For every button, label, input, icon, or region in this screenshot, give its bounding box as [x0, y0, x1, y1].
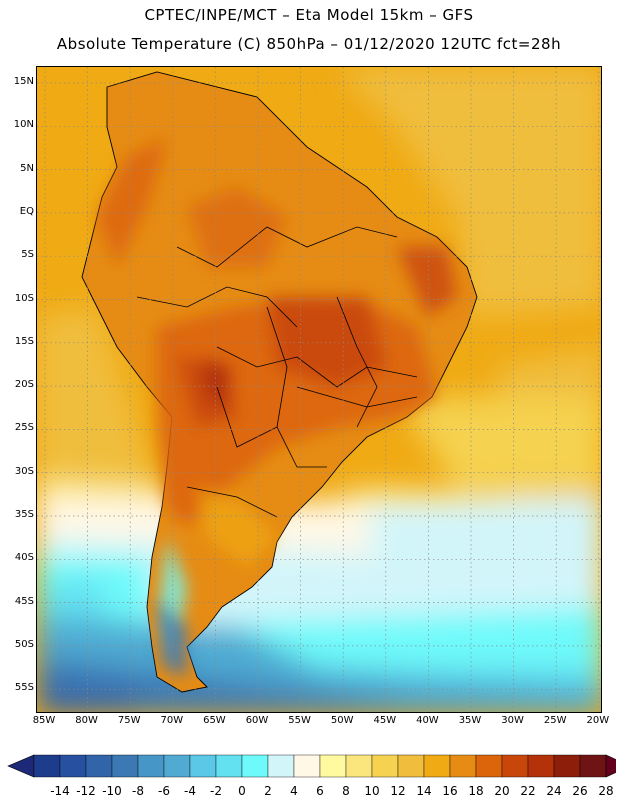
- colorbar-label: 8: [342, 784, 350, 798]
- lon-label: 25W: [543, 715, 567, 726]
- lat-label: 45S: [14, 595, 34, 607]
- lon-label: 65W: [203, 715, 226, 726]
- colorbar-label: -12: [76, 784, 96, 798]
- lon-label: 20W: [586, 715, 610, 726]
- lon-label: 30W: [501, 715, 524, 726]
- colorbar-cell: [345, 754, 373, 778]
- lon-label: 35W: [458, 715, 482, 726]
- colorbar-label: 0: [238, 784, 246, 798]
- colorbar-label: 16: [442, 784, 458, 798]
- lon-label: 80W: [75, 715, 98, 726]
- colorbar-label: 18: [468, 784, 484, 798]
- colorbar-cell: [137, 754, 165, 778]
- colorbar-cell: [501, 754, 529, 778]
- colorbar-label: 6: [316, 784, 324, 798]
- lon-label: 70W: [160, 715, 184, 726]
- colorbar-cell: [85, 754, 113, 778]
- colorbar-label: -8: [132, 784, 144, 798]
- lat-label: EQ: [19, 205, 34, 217]
- colorbar-cell: [189, 754, 217, 778]
- colorbar-label: -4: [184, 784, 196, 798]
- lat-label: 5N: [20, 162, 34, 174]
- colorbar-label: 20: [494, 784, 510, 798]
- colorbar-label: 26: [572, 784, 588, 798]
- colorbar-cell: [397, 754, 425, 778]
- lon-label: 60W: [245, 715, 269, 726]
- colorbar-cell: [59, 754, 87, 778]
- colorbar-cell: [527, 754, 555, 778]
- lat-label: 25S: [14, 422, 34, 434]
- colorbar-cell: [449, 754, 477, 778]
- lat-label: 15N: [13, 76, 34, 87]
- colorbar-label: -2: [210, 784, 222, 798]
- lat-label: 15S: [14, 335, 34, 347]
- lon-label: 75W: [117, 715, 141, 726]
- lon-label: 50W: [330, 715, 354, 726]
- lat-label: 10S: [14, 292, 34, 304]
- colorbar-label: 2: [264, 784, 272, 798]
- colorbar-cell: [579, 754, 607, 778]
- colorbar-cell: [241, 754, 269, 778]
- lat-label: 5S: [21, 249, 34, 261]
- colorbar-cell: [423, 754, 451, 778]
- colorbar-cell: [475, 754, 503, 778]
- colorbar-label: 12: [390, 784, 406, 798]
- lon-label: 45W: [373, 715, 397, 726]
- colorbar-cell: [111, 754, 139, 778]
- colorbar-cell: [163, 754, 191, 778]
- lat-label: 40S: [14, 552, 34, 564]
- lon-label: 40W: [416, 715, 439, 726]
- colorbar-over-arrow: [605, 754, 616, 778]
- title-line-1: CPTEC/INPE/MCT – Eta Model 15km – GFS: [144, 6, 474, 24]
- colorbar: [7, 754, 616, 778]
- lon-label: 55W: [288, 715, 311, 726]
- title-line-2: Absolute Temperature (C) 850hPa – 01/12/…: [56, 35, 562, 53]
- colorbar-label: 4: [290, 784, 298, 798]
- colorbar-cell: [215, 754, 243, 778]
- temperature-map: [37, 67, 601, 712]
- colorbar-label: -6: [158, 784, 170, 798]
- colorbar-label: 10: [364, 784, 380, 798]
- colorbar-label: 24: [546, 784, 562, 798]
- lat-label: 55S: [14, 682, 34, 694]
- lat-label: 30S: [14, 465, 34, 477]
- map-panel: [36, 66, 602, 713]
- lat-label: 20S: [14, 379, 34, 391]
- colorbar-label: 14: [416, 784, 432, 798]
- colorbar-cell: [33, 754, 61, 778]
- colorbar-label: -10: [102, 784, 122, 798]
- lat-label: 35S: [14, 509, 34, 520]
- colorbar-cell: [267, 754, 295, 778]
- colorbar-cell: [293, 754, 321, 778]
- colorbar-cell: [371, 754, 399, 778]
- lon-label: 85W: [32, 715, 56, 726]
- colorbar-under-arrow: [7, 754, 35, 778]
- colorbar-label: -14: [50, 784, 70, 798]
- country-borders: [136, 226, 418, 518]
- colorbar-cell: [319, 754, 347, 778]
- lat-label: 50S: [14, 638, 34, 650]
- colorbar-label: 28: [598, 784, 614, 798]
- lat-label: 10N: [13, 119, 34, 131]
- colorbar-cell: [553, 754, 581, 778]
- colorbar-label: 22: [520, 784, 536, 798]
